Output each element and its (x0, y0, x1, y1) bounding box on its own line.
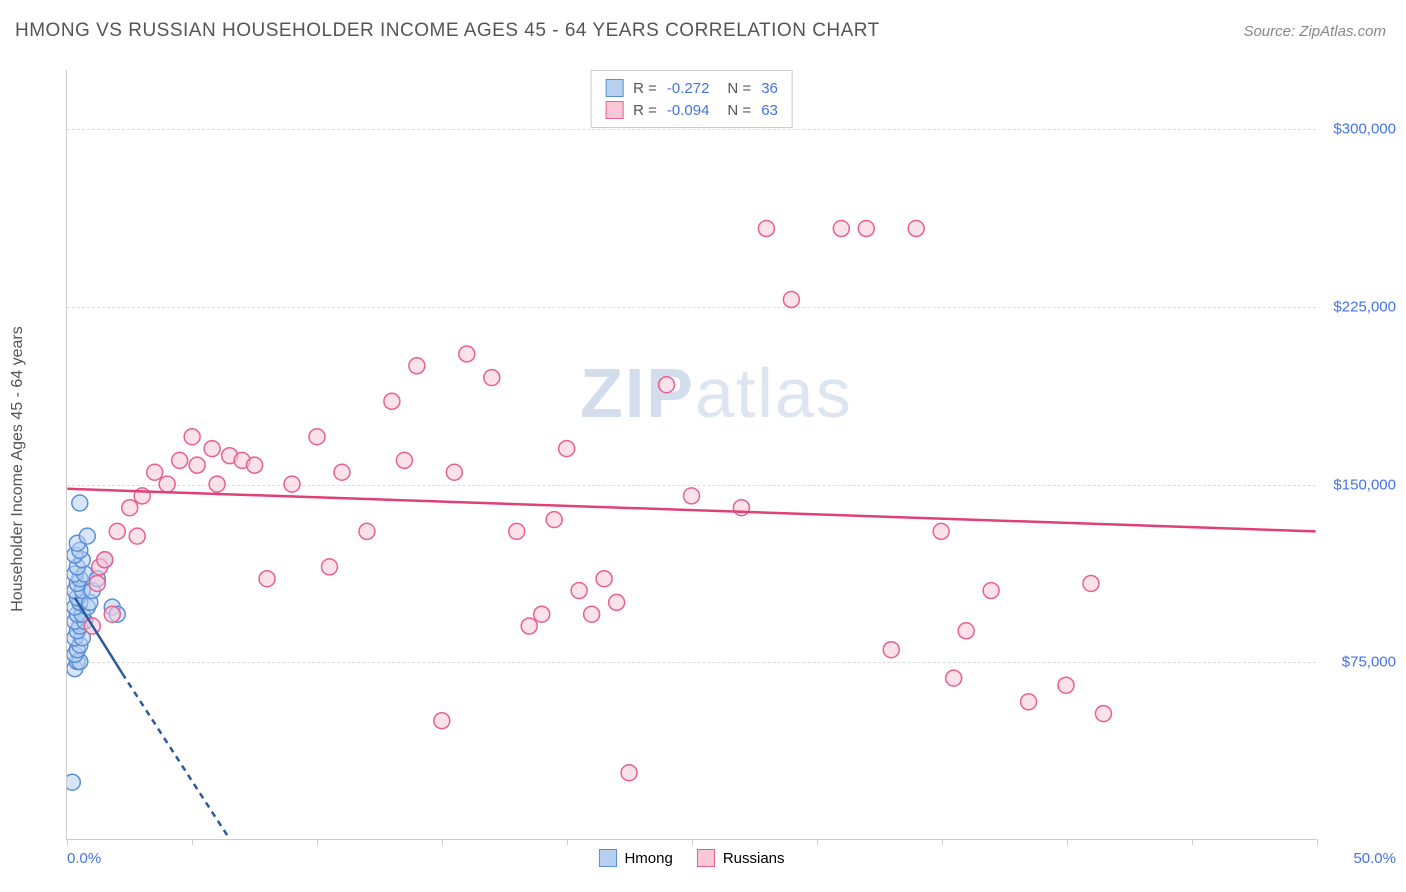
legend-item-hmong: Hmong (598, 849, 672, 867)
chart-container: Householder Income Ages 45 - 64 years ZI… (48, 60, 1388, 860)
legend-row-hmong: R = -0.272 N = 36 (605, 77, 778, 99)
russians-label: Russians (723, 850, 785, 867)
n-value-russians: 63 (761, 102, 778, 119)
n-value-hmong: 36 (761, 80, 778, 97)
n-label: N = (727, 80, 751, 97)
y-tick-label: $300,000 (1333, 121, 1396, 138)
y-tick-label: $225,000 (1333, 298, 1396, 315)
x-axis-max-label: 50.0% (1353, 850, 1396, 867)
n-label: N = (727, 102, 751, 119)
source-attribution: Source: ZipAtlas.com (1243, 23, 1386, 40)
scatter-plot-svg (67, 70, 1316, 839)
r-value-hmong: -0.272 (667, 80, 710, 97)
r-label: R = (633, 102, 657, 119)
hmong-label: Hmong (624, 850, 672, 867)
hmong-swatch (605, 79, 623, 97)
r-label: R = (633, 80, 657, 97)
hmong-swatch-icon (598, 849, 616, 867)
legend-row-russians: R = -0.094 N = 63 (605, 99, 778, 121)
plot-area: ZIPatlas R = -0.272 N = 36 R = -0.094 N … (66, 70, 1316, 840)
russians-swatch (605, 101, 623, 119)
legend-item-russians: Russians (697, 849, 785, 867)
y-tick-label: $75,000 (1342, 654, 1396, 671)
y-tick-label: $150,000 (1333, 476, 1396, 493)
russians-swatch-icon (697, 849, 715, 867)
x-axis-min-label: 0.0% (67, 850, 101, 867)
y-axis-label: Householder Income Ages 45 - 64 years (9, 326, 27, 612)
r-value-russians: -0.094 (667, 102, 710, 119)
chart-title: HMONG VS RUSSIAN HOUSEHOLDER INCOME AGES… (15, 20, 880, 42)
series-legend: Hmong Russians (598, 849, 784, 867)
correlation-legend: R = -0.272 N = 36 R = -0.094 N = 63 (590, 70, 793, 128)
